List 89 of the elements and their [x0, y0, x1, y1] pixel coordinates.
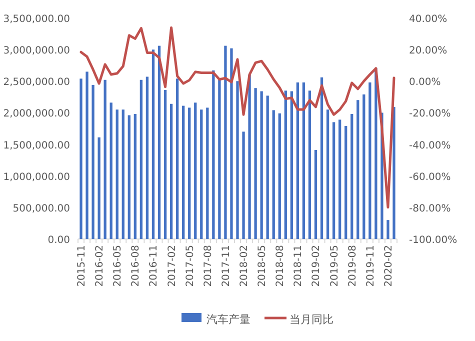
- x-tick-label: 2016-11: [148, 245, 160, 287]
- x-tick-label: 2017-05: [184, 245, 196, 287]
- x-tick-label: 2018-05: [257, 245, 268, 287]
- bar: [314, 150, 318, 239]
- bar: [332, 122, 336, 239]
- bar: [230, 48, 233, 239]
- bar: [308, 90, 312, 239]
- bar: [254, 88, 257, 239]
- y-tick-label: 0.00: [48, 235, 70, 246]
- bar: [116, 110, 118, 239]
- line-series: [80, 26, 396, 209]
- bar: [212, 70, 215, 239]
- y-tick-label: 1,000,000.00: [3, 172, 70, 183]
- bar: [338, 120, 342, 239]
- x-tick-label: 2017-08: [202, 245, 214, 287]
- bar: [362, 94, 366, 239]
- bar: [140, 80, 143, 239]
- x-tick-label: 2017-11: [220, 245, 232, 287]
- bar: [242, 132, 245, 239]
- bar: [290, 91, 293, 239]
- bar: [104, 80, 106, 239]
- bar: [368, 82, 372, 239]
- bar: [176, 78, 179, 239]
- y2-tick-label: -100.00%: [409, 235, 458, 246]
- x-tick-label: 2020-02: [383, 245, 394, 287]
- y-tick-label: 1,500,000.00: [3, 140, 70, 152]
- bar: [200, 110, 203, 239]
- y-tick-label: 2,500,000.00: [3, 77, 70, 88]
- bar: [302, 82, 306, 239]
- bar: [98, 137, 100, 239]
- bar: [152, 50, 155, 239]
- x-tick-label: 2019-05: [329, 245, 340, 287]
- bar: [326, 110, 330, 239]
- x-tick-label: 2015-11: [76, 245, 88, 287]
- bar: [248, 74, 251, 239]
- x-tick-label: 2019-08: [347, 245, 358, 287]
- bar: [164, 90, 167, 239]
- bar: [110, 102, 112, 239]
- bar: [122, 110, 124, 239]
- bar: [356, 100, 360, 239]
- bar: [224, 46, 227, 239]
- bar: [188, 108, 191, 239]
- bar: [128, 115, 130, 239]
- bar: [92, 84, 94, 239]
- bar: [260, 91, 263, 239]
- bar: [392, 107, 396, 239]
- bar: [272, 110, 275, 239]
- y2-tick-label: -80.00%: [409, 203, 451, 214]
- bar: [236, 81, 239, 239]
- bar: [134, 114, 137, 239]
- bar: [344, 126, 348, 239]
- y-tick-label: 3,000,000.00: [3, 46, 70, 57]
- y2-tick-label: -20.00%: [409, 108, 451, 120]
- y-tick-label: 3,500,000.00: [3, 14, 70, 25]
- bar: [278, 113, 281, 239]
- bar: [80, 78, 82, 239]
- bar: [386, 220, 390, 239]
- bar: [146, 76, 149, 239]
- y-tick-label: 2,000,000.00: [3, 108, 70, 120]
- x-tick-label: 2018-02: [239, 245, 250, 287]
- y2-tick-label: 20.00%: [409, 46, 448, 57]
- y2-tick-label: 40.00%: [409, 14, 448, 25]
- x-tick-label: 2016-08: [130, 245, 142, 287]
- bar: [170, 104, 173, 239]
- bar: [320, 77, 324, 239]
- bar: [374, 68, 378, 239]
- x-tick-label: 2019-02: [311, 245, 322, 287]
- bar: [86, 72, 88, 239]
- bar: [284, 90, 287, 239]
- bar: [296, 82, 300, 239]
- x-tick-label: 2018-08: [275, 245, 286, 287]
- bar: [218, 80, 221, 239]
- y2-tick-label: -40.00%: [409, 140, 451, 152]
- x-tick-label: 2017-02: [166, 245, 178, 287]
- y2-tick-label: 0.00%: [409, 77, 441, 88]
- x-tick-label: 2018-11: [293, 245, 304, 287]
- y-tick-label: 500,000.00: [12, 203, 70, 214]
- y2-tick-label: -60.00%: [409, 172, 451, 183]
- bar: [194, 102, 197, 239]
- x-tick-label: 2019-11: [365, 245, 376, 287]
- bar: [266, 96, 269, 239]
- x-tick-label: 2016-05: [112, 245, 124, 287]
- bar: [158, 46, 161, 239]
- x-tick-label: 2016-02: [94, 245, 106, 287]
- bar: [206, 108, 209, 239]
- bar: [350, 114, 354, 239]
- legend-label: 当月同比: [290, 313, 334, 326]
- bar: [182, 106, 185, 239]
- legend-label: 汽车产量: [206, 313, 250, 326]
